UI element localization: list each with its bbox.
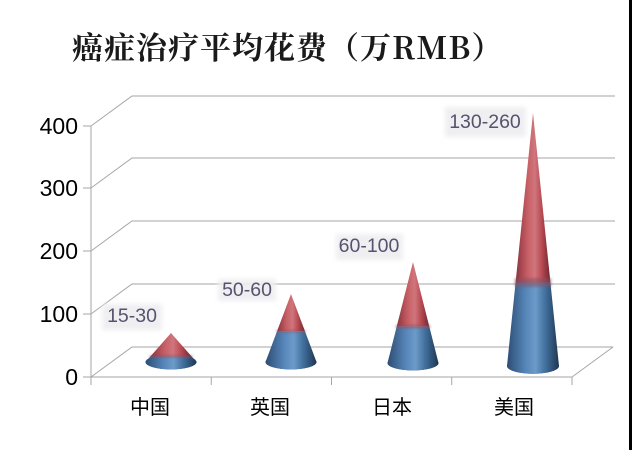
svg-text:英国: 英国 [250, 391, 290, 420]
svg-text:130-260: 130-260 [449, 111, 521, 133]
svg-text:日本: 日本 [372, 391, 412, 420]
svg-text:400: 400 [40, 113, 78, 139]
svg-text:15-30: 15-30 [107, 305, 157, 327]
svg-text:300: 300 [40, 175, 78, 201]
svg-text:50-60: 50-60 [222, 279, 272, 301]
svg-text:中国: 中国 [130, 391, 170, 420]
svg-text:0: 0 [65, 364, 78, 390]
svg-text:200: 200 [40, 238, 78, 264]
svg-text:100: 100 [40, 301, 78, 327]
svg-text:美国: 美国 [494, 391, 534, 420]
svg-text:60-100: 60-100 [339, 235, 400, 257]
